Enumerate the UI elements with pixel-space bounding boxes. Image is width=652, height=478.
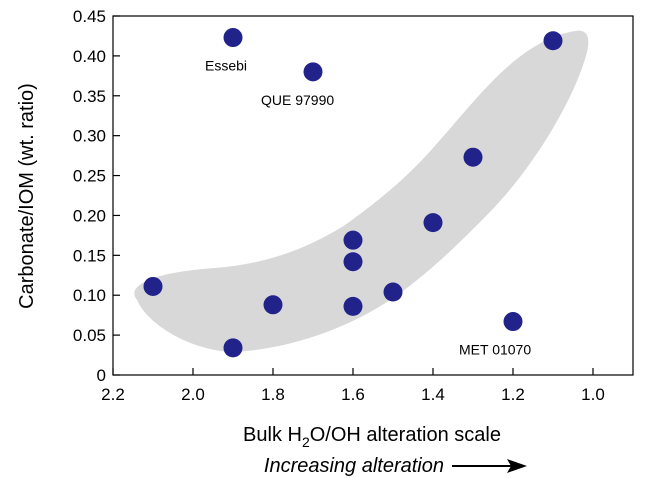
data-point	[543, 31, 563, 51]
data-point	[343, 296, 363, 316]
increasing-alteration-label: Increasing alteration	[264, 455, 444, 477]
data-point	[223, 28, 243, 48]
y-tick-label: 0.45	[73, 7, 106, 26]
data-point	[263, 295, 283, 315]
y-tick-label: 0	[97, 366, 106, 385]
y-tick-label: 0.25	[73, 167, 106, 186]
point-annotation: QUE 97990	[261, 92, 334, 108]
increasing-alteration-arrow-icon	[452, 459, 527, 473]
y-axis-label: Carbonate/IOM (wt. ratio)	[16, 83, 38, 309]
y-tick-label: 0.15	[73, 246, 106, 265]
x-axis-label: Bulk H2O/OH alteration scale	[243, 424, 501, 450]
data-point	[463, 147, 483, 167]
data-point	[423, 213, 443, 233]
data-point	[303, 62, 323, 82]
y-tick-label: 0.30	[73, 127, 106, 146]
x-axis: 2.2 2.0 1.8 1.6 1.4 1.2 1.0	[101, 368, 605, 404]
plot-frame	[112, 15, 634, 376]
x-tick-label: 1.0	[581, 385, 605, 404]
data-point	[503, 312, 523, 332]
data-point	[223, 338, 243, 358]
trend-envelope	[134, 30, 589, 352]
data-points	[143, 28, 563, 358]
x-tick-label: 2.2	[101, 385, 125, 404]
x-axis-label-subscript: 2	[302, 434, 310, 450]
point-annotation: MET 01070	[459, 342, 531, 358]
x-tick-label: 1.4	[421, 385, 445, 404]
data-point	[143, 276, 163, 296]
x-tick-label: 2.0	[181, 385, 205, 404]
y-tick-label: 0.20	[73, 206, 106, 225]
data-point	[383, 282, 403, 302]
x-tick-label: 1.8	[261, 385, 285, 404]
x-axis-label-part1: Bulk H	[243, 424, 302, 446]
y-tick-label: 0.40	[73, 47, 106, 66]
point-annotation: Essebi	[205, 58, 247, 74]
x-tick-label: 1.2	[501, 385, 525, 404]
y-tick-label: 0.05	[73, 326, 106, 345]
data-point	[343, 230, 363, 250]
data-point	[343, 252, 363, 272]
y-tick-label: 0.35	[73, 87, 106, 106]
y-axis: 0 0.05 0.10 0.15 0.20 0.25 0.30 0.35 0.40 0.45	[73, 7, 120, 385]
x-axis-label-part2: O/OH alteration scale	[310, 424, 501, 446]
x-tick-label: 1.6	[341, 385, 365, 404]
point-annotations: Essebi QUE 97990 MET 01070	[205, 58, 531, 358]
y-tick-label: 0.10	[73, 286, 106, 305]
